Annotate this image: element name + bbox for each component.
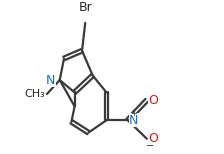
Text: −: − (146, 141, 155, 151)
Text: O: O (148, 132, 158, 145)
Text: O: O (148, 94, 158, 107)
Text: CH₃: CH₃ (25, 89, 45, 99)
Text: Br: Br (78, 1, 92, 14)
Text: +: + (130, 109, 137, 118)
Text: N: N (129, 114, 138, 127)
Text: N: N (46, 74, 56, 87)
